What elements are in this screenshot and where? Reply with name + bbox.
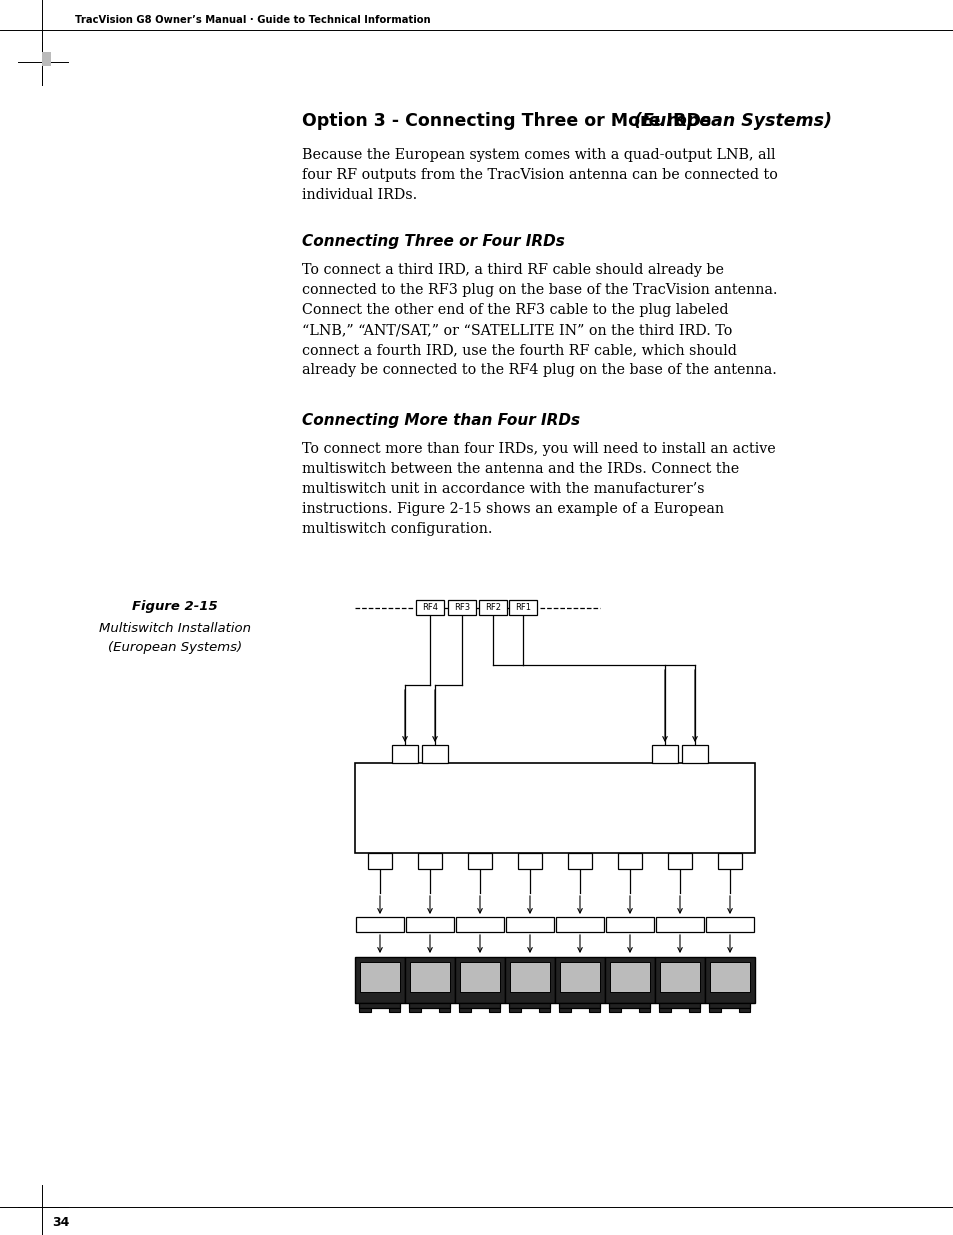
Bar [559, 962, 599, 992]
Bar [709, 1003, 750, 1008]
Bar [456, 918, 503, 932]
Bar [455, 957, 504, 1003]
Bar [555, 957, 604, 1003]
Text: Connecting More than Four IRDs: Connecting More than Four IRDs [302, 412, 579, 429]
Bar [609, 962, 649, 992]
Bar [504, 957, 555, 1003]
Bar [459, 962, 499, 992]
Bar [558, 1008, 571, 1011]
Bar [459, 1008, 471, 1011]
Bar [359, 1008, 371, 1011]
Bar [739, 1008, 750, 1011]
Bar [558, 1003, 599, 1008]
Bar [355, 763, 754, 853]
Bar [42, 52, 51, 65]
Bar [517, 853, 541, 869]
Bar [709, 962, 749, 992]
Text: (European Systems): (European Systems) [108, 641, 242, 655]
Bar [392, 745, 417, 763]
Bar [688, 1008, 700, 1011]
Bar [505, 918, 554, 932]
Bar [588, 1008, 599, 1011]
Bar [409, 1008, 420, 1011]
Bar [405, 957, 455, 1003]
Bar [605, 918, 654, 932]
Bar [718, 853, 741, 869]
Bar [651, 745, 678, 763]
Bar [681, 745, 707, 763]
Bar [567, 853, 592, 869]
Bar [409, 1003, 450, 1008]
Bar [410, 962, 450, 992]
Text: Figure 2-15: Figure 2-15 [132, 600, 217, 613]
Bar [705, 918, 753, 932]
Bar [618, 853, 641, 869]
Bar [448, 600, 476, 615]
Bar [556, 918, 603, 932]
Bar [510, 962, 550, 992]
Text: TracVision G8 Owner’s Manual · Guide to Technical Information: TracVision G8 Owner’s Manual · Guide to … [75, 15, 430, 25]
Bar [639, 1008, 650, 1011]
Bar [509, 1003, 550, 1008]
Text: To connect a third IRD, a third RF cable should already be
connected to the RF3 : To connect a third IRD, a third RF cable… [302, 263, 777, 377]
Bar [459, 1003, 500, 1008]
Bar [656, 918, 703, 932]
Text: To connect more than four IRDs, you will need to install an active
multiswitch b: To connect more than four IRDs, you will… [302, 442, 775, 536]
Bar [438, 1008, 450, 1011]
Bar [416, 600, 443, 615]
Bar [406, 918, 454, 932]
Bar [709, 1008, 720, 1011]
Bar [538, 1008, 550, 1011]
Text: (European Systems): (European Systems) [634, 112, 831, 130]
Bar [659, 1008, 670, 1011]
Bar [659, 962, 700, 992]
Bar [659, 1003, 700, 1008]
Text: Multiswitch Installation: Multiswitch Installation [99, 622, 251, 635]
Bar [368, 853, 392, 869]
Text: 34: 34 [52, 1215, 70, 1229]
Bar [389, 1008, 400, 1011]
Bar [478, 600, 506, 615]
Bar [359, 962, 399, 992]
Text: Option 3 - Connecting Three or More IRDs: Option 3 - Connecting Three or More IRDs [302, 112, 717, 130]
Bar [609, 1008, 620, 1011]
Bar [355, 918, 403, 932]
Bar [655, 957, 704, 1003]
Text: RF1: RF1 [515, 603, 531, 613]
Bar [704, 957, 754, 1003]
Bar [489, 1008, 500, 1011]
Bar [604, 957, 655, 1003]
Bar [468, 853, 492, 869]
Bar [355, 957, 405, 1003]
Bar [359, 1003, 400, 1008]
Bar [609, 1003, 650, 1008]
Text: RF2: RF2 [484, 603, 500, 613]
Bar [509, 600, 537, 615]
Bar [509, 1008, 520, 1011]
Text: Because the European system comes with a quad-output LNB, all
four RF outputs fr: Because the European system comes with a… [302, 148, 777, 203]
Text: RF3: RF3 [454, 603, 470, 613]
Text: RF4: RF4 [421, 603, 437, 613]
Bar [421, 745, 448, 763]
Bar [417, 853, 441, 869]
Bar [667, 853, 691, 869]
Text: Connecting Three or Four IRDs: Connecting Three or Four IRDs [302, 233, 564, 249]
